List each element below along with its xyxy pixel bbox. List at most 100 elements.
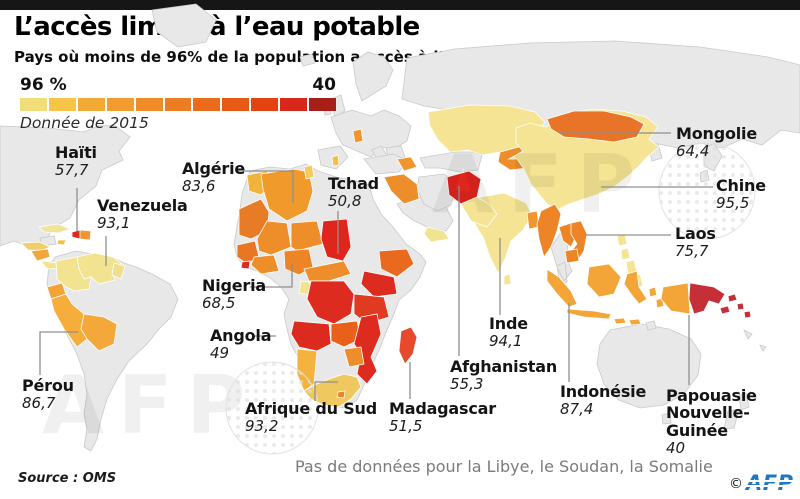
country-dominican-republic xyxy=(79,229,92,241)
country-lesotho xyxy=(336,390,346,399)
country-name: Indonésie xyxy=(560,382,647,401)
source-credit: Source : OMS xyxy=(18,471,117,486)
country-value: 93,1 xyxy=(97,214,131,233)
landmass-greenland xyxy=(151,3,217,48)
label-afghanistan: Afghanistan 55,3 xyxy=(450,358,557,394)
country-ethiopia xyxy=(378,248,415,278)
copyright-symbol: © xyxy=(729,475,743,492)
legend-swatch xyxy=(106,98,134,111)
label-indonesie: Indonésie 87,4 xyxy=(560,383,646,419)
country-jamaica xyxy=(56,239,67,246)
country-value: 86,7 xyxy=(22,394,56,413)
country-caucasus xyxy=(396,156,418,172)
country-name: Angola xyxy=(210,326,272,345)
country-name: Mongolie xyxy=(676,124,757,143)
legend-note: Donnée de 2015 xyxy=(20,114,149,132)
country-pakistan xyxy=(460,196,498,228)
no-data-note: Pas de données pour la Libye, le Soudan,… xyxy=(295,457,713,476)
landmass-australia xyxy=(596,323,702,425)
label-afrique-du-sud: Afrique du Sud 93,2 xyxy=(245,400,377,436)
label-haiti: Haïti 57,7 xyxy=(55,144,97,180)
country-name: Afghanistan xyxy=(450,357,558,376)
leader-afrique-du-sud xyxy=(314,381,338,401)
country-name: Algérie xyxy=(182,159,245,178)
country-yemen xyxy=(423,226,450,243)
country-value: 94,1 xyxy=(489,332,523,351)
country-papua-new-guinea xyxy=(688,282,738,315)
country-kenya-uganda xyxy=(360,270,398,298)
legend-swatch xyxy=(77,98,105,111)
label-angola: Angola 49 xyxy=(210,326,272,363)
country-moldova xyxy=(352,128,364,144)
country-albania xyxy=(331,154,340,167)
landmass-scandinavia xyxy=(352,51,394,102)
landmass-new-zealand xyxy=(723,392,750,430)
color-legend: 96 % 40 Donnée de 2015 xyxy=(20,75,336,132)
legend-swatch xyxy=(48,98,76,111)
country-cambodia xyxy=(564,248,580,264)
country-name: Venezuela xyxy=(97,196,188,215)
leader-lines xyxy=(39,132,713,401)
country-mongolia xyxy=(546,110,645,143)
country-name: Papouasie Nouvelle-Guinée xyxy=(666,386,757,440)
label-algerie: Algérie 83,6 xyxy=(182,160,245,196)
country-value: 64,4 xyxy=(676,142,710,161)
country-value: 50,8 xyxy=(328,192,362,211)
label-perou: Pérou 86,7 xyxy=(22,377,74,413)
country-name: Inde xyxy=(489,314,528,333)
country-name: Haïti xyxy=(55,143,97,162)
legend-max-label: 96 % xyxy=(20,75,67,95)
country-west-papua xyxy=(660,282,691,315)
legend-swatch xyxy=(20,98,47,111)
country-value: 51,5 xyxy=(389,417,423,436)
country-name: Laos xyxy=(675,224,716,243)
country-value: 57,7 xyxy=(55,161,89,180)
legend-swatch xyxy=(193,98,221,111)
leader-algerie xyxy=(238,170,294,203)
label-inde: Inde 94,1 xyxy=(489,315,528,351)
label-papouasie: Papouasie Nouvelle-Guinée 40 xyxy=(666,387,800,457)
legend-bar xyxy=(20,98,336,111)
country-drc xyxy=(306,280,355,325)
country-value: 83,6 xyxy=(182,177,216,196)
label-nigeria: Nigeria 68,5 xyxy=(202,277,266,313)
country-nicaragua xyxy=(30,248,51,262)
country-name: Madagascar xyxy=(389,399,496,418)
country-name: Afrique du Sud xyxy=(245,399,377,418)
top-black-bar xyxy=(0,0,800,10)
afp-logo-text: AFP xyxy=(744,471,795,495)
label-tchad: Tchad 50,8 xyxy=(328,175,379,211)
legend-min-label: 40 xyxy=(312,75,336,95)
label-madagascar: Madagascar 51,5 xyxy=(389,400,496,436)
country-algeria xyxy=(260,168,314,222)
afp-watermark-text-2: AFP xyxy=(432,138,649,231)
landmass-timor xyxy=(645,320,657,331)
afp-globe-watermark-1 xyxy=(226,362,318,454)
country-value: 68,5 xyxy=(202,294,236,313)
leader-nigeria xyxy=(250,263,293,288)
legend-swatch xyxy=(164,98,192,111)
country-solomon-islands xyxy=(736,302,752,319)
country-zambia xyxy=(330,320,362,348)
country-myanmar xyxy=(536,203,562,258)
country-value: 40 xyxy=(666,438,686,457)
country-guyana xyxy=(111,262,126,280)
country-name: Pérou xyxy=(22,376,74,395)
legend-swatch xyxy=(309,98,336,111)
legend-swatch xyxy=(280,98,308,111)
country-zimbabwe xyxy=(343,346,365,368)
afp-globe-watermark-2 xyxy=(659,143,755,239)
country-cameroon-car xyxy=(303,260,352,282)
legend-labels: 96 % 40 xyxy=(20,75,336,95)
country-niger xyxy=(290,220,324,252)
afp-globe-watermark-1-ring xyxy=(225,361,319,455)
country-haiti xyxy=(71,229,81,240)
country-indonesia xyxy=(546,263,665,326)
country-bolivia xyxy=(80,313,118,352)
landmass-pacific-islands xyxy=(743,329,767,352)
afp-globe-watermark-2-ring xyxy=(658,142,756,240)
afp-logo: © AFP xyxy=(729,471,795,495)
country-value: 75,7 xyxy=(675,242,709,261)
